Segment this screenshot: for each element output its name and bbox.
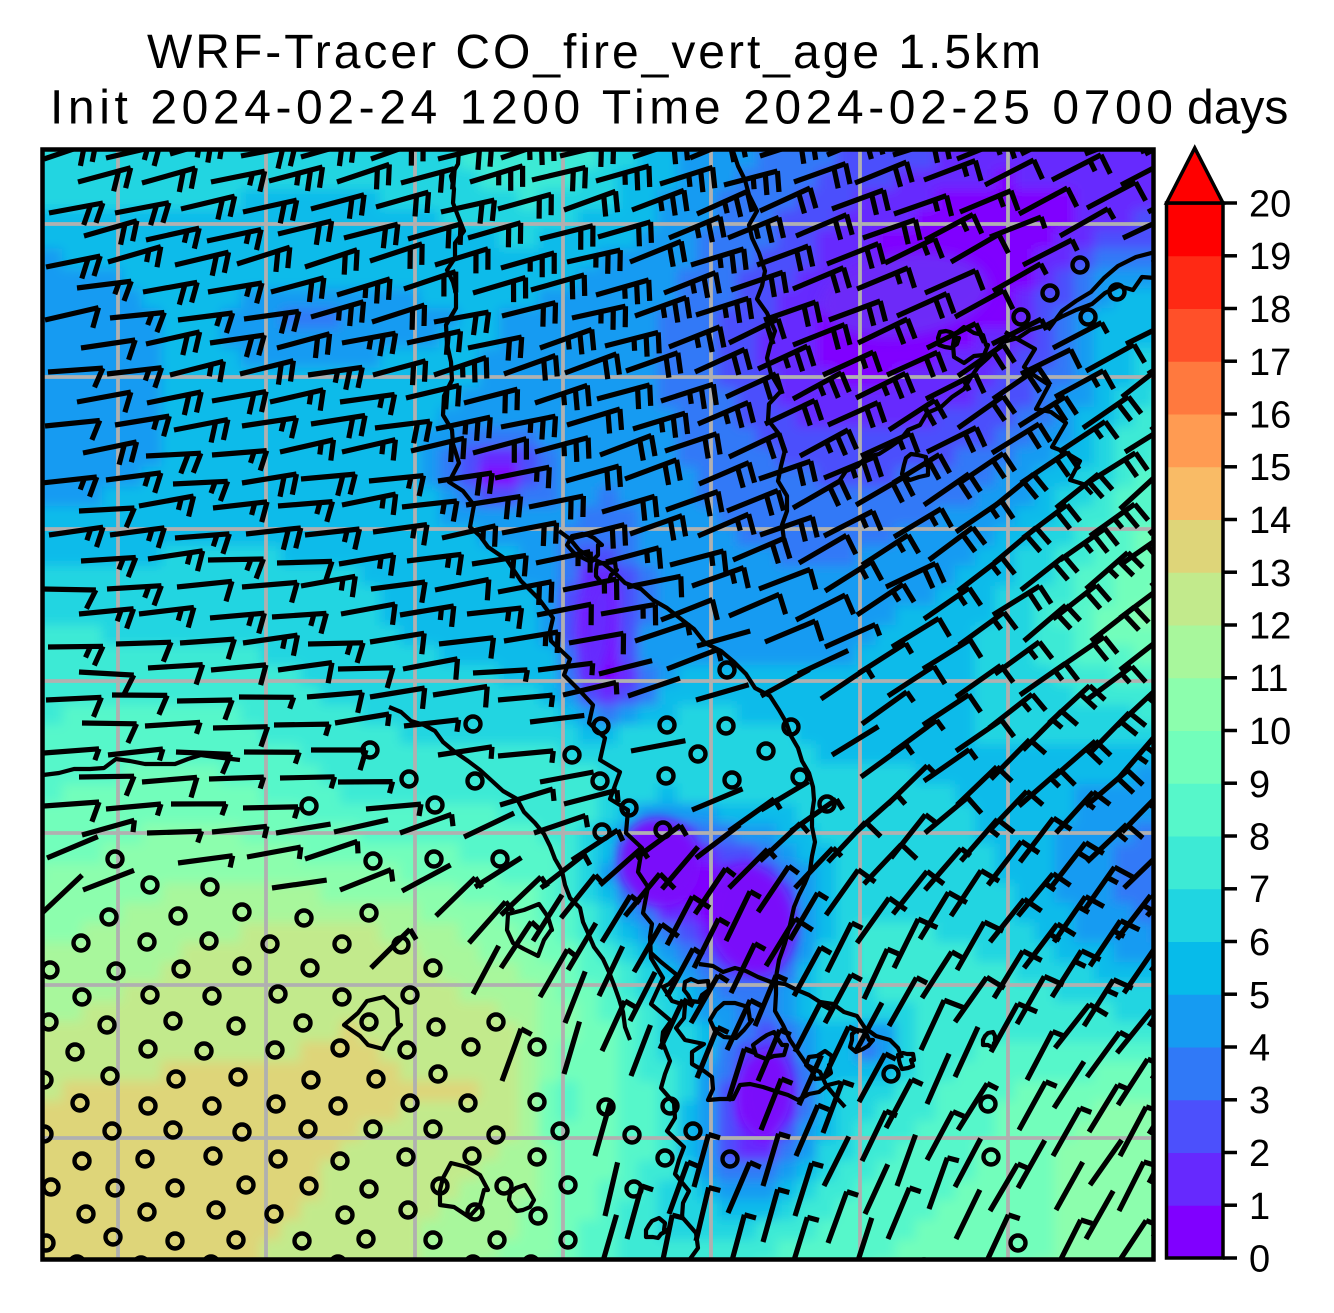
svg-text:19: 19	[1249, 236, 1291, 278]
svg-text:0: 0	[1249, 1239, 1270, 1281]
svg-text:Init 2024-02-24 1200 Time 2024: Init 2024-02-24 1200 Time 2024-02-25 070…	[50, 81, 1173, 134]
svg-text:18: 18	[1249, 289, 1291, 331]
svg-text:4: 4	[1249, 1028, 1270, 1070]
svg-text:12: 12	[1249, 606, 1291, 648]
svg-text:20: 20	[1249, 184, 1291, 226]
svg-text:13: 13	[1249, 553, 1291, 595]
svg-text:5: 5	[1249, 975, 1270, 1017]
svg-text:WRF-Tracer CO_fire_vert_age 1.: WRF-Tracer CO_fire_vert_age 1.5km	[147, 26, 1041, 79]
svg-text:3: 3	[1249, 1080, 1270, 1122]
svg-text:15: 15	[1249, 447, 1291, 489]
svg-text:11: 11	[1249, 658, 1288, 700]
svg-text:2: 2	[1249, 1133, 1270, 1175]
svg-text:6: 6	[1249, 922, 1270, 964]
svg-text:10: 10	[1249, 711, 1291, 753]
svg-text:7: 7	[1249, 869, 1270, 911]
svg-text:14: 14	[1249, 500, 1291, 542]
svg-text:1: 1	[1249, 1186, 1270, 1228]
svg-text:17: 17	[1249, 342, 1291, 384]
svg-text:9: 9	[1249, 764, 1270, 806]
svg-text:16: 16	[1249, 395, 1291, 437]
svg-text:8: 8	[1249, 817, 1270, 859]
svg-text:days: days	[1187, 81, 1288, 134]
